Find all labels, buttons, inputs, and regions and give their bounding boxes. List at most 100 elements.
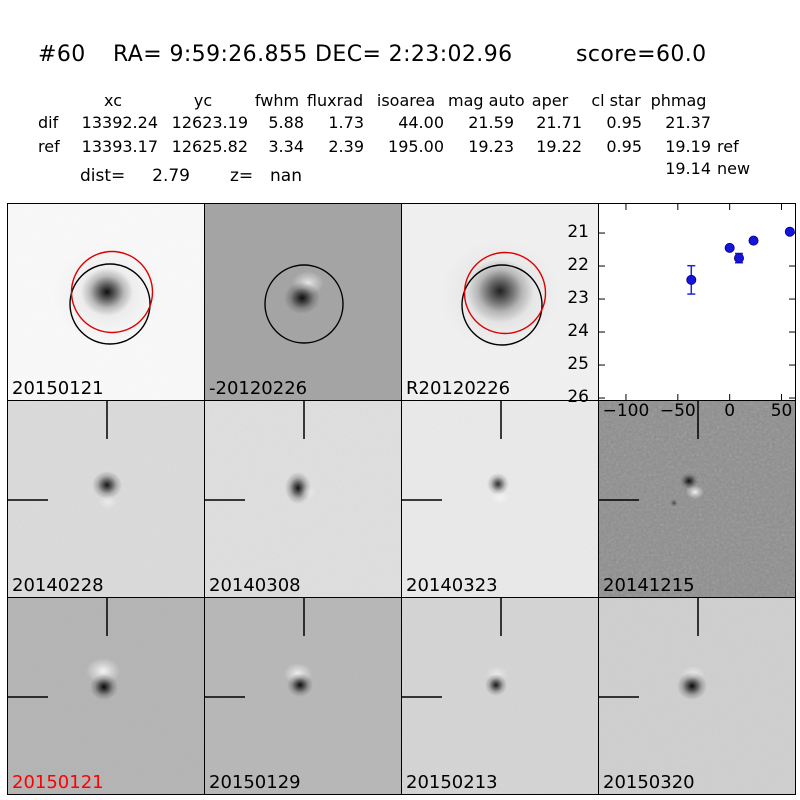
cell-cl-star: 0.95 [606,113,642,132]
cutout-image [599,401,795,597]
cutout-date-label: R20120226 [406,378,511,399]
phmag-new-suffix: new [717,159,751,178]
x-tick-label: 0 [724,401,736,421]
lightcurve-panel: 21 22 23 24 25 26 −100 −50 0 50 [567,203,796,421]
source-blob [90,674,118,700]
source-blob [81,268,133,316]
cutout-date-label: 20150213 [406,772,498,793]
candidate-coordinates: RA= 9:59:26.855 DEC= 2:23:02.96 [113,42,513,67]
cell-fluxrad: 2.39 [328,137,364,156]
dist-value: 2.79 [152,166,190,186]
cutout-panel-20150129: 20150129 [204,597,402,795]
y-tick-label: 21 [567,222,589,243]
source-blob [92,471,122,499]
cutout-panel-20150121: 20150121 [7,203,205,401]
cutout-image [402,401,598,597]
table-row-dif: dif 13392.24 12623.19 5.88 1.73 44.00 21… [0,113,800,133]
cell-aper: 21.71 [536,113,582,132]
x-tick-label: −100 [602,401,650,421]
cell-fwhm: 5.88 [268,113,304,132]
cutout-image [8,401,204,597]
phmag-new-value: 19.14 [665,159,711,178]
cutout-date-label: 20141215 [603,575,695,596]
cutout-panel-20140228: 20140228 [7,400,205,598]
cutout-image [205,204,401,400]
data-point [748,235,759,246]
cutout-image [205,401,401,597]
col-header-phmag: phmag [650,91,707,110]
col-header-fluxrad: fluxrad [306,91,364,110]
aperture-circle-red [463,251,547,335]
table-header-row: xc yc fwhm fluxrad isoarea mag auto aper… [0,91,800,111]
dist-label: dist= [80,166,126,186]
col-header-fwhm: fwhm [254,91,300,110]
cell-aper: 19.22 [536,137,582,156]
row-label: ref [38,137,60,156]
cutout-date-label: 20150129 [209,772,301,793]
cutout-date-label: 20150121 [12,378,104,399]
source-blob [677,672,707,700]
cutout-date-label: 20140308 [209,575,301,596]
y-tick-label: 25 [567,354,589,375]
table-row-ref: ref 13393.17 12625.82 3.34 2.39 195.00 1… [0,137,800,157]
source-blob [680,473,698,489]
residual-light-blob [491,491,509,505]
cutout-date-label: 20150320 [603,772,695,793]
cutout-panel-R20120226: R20120226 [401,203,599,401]
data-point [686,274,697,285]
col-header-xc: xc [104,91,122,110]
cutout-date-label: 20140323 [406,575,498,596]
y-tick-label: 23 [567,288,589,309]
cutout-panel-20140323: 20140323 [401,400,599,598]
residual-light-blob [98,495,118,509]
source-blob [284,282,320,314]
cell-phmag-suffix: ref [717,137,739,156]
cell-mag-auto: 19.23 [468,137,514,156]
col-header-mag-auto: mag auto [448,91,525,110]
col-header-yc: yc [193,91,213,110]
x-tick-label: −50 [659,401,696,421]
cutout-panel-20150213: 20150213 [401,597,599,795]
cutout-image [402,598,598,794]
y-tick-label: 24 [567,321,589,342]
cell-mag-auto: 21.59 [468,113,514,132]
source-blob [466,259,534,323]
source-blob [487,473,509,495]
cell-fwhm: 3.34 [268,137,304,156]
col-header-cl-star: cl star [591,91,641,110]
cell-isoarea: 44.00 [398,113,444,132]
dist-z-row: dist= 2.79 z= nan [0,166,800,188]
residual-light-blob [300,485,318,499]
cutout-image [599,598,795,794]
cutout-panel-20140308: 20140308 [204,400,402,598]
aperture-circle-red [70,250,154,334]
data-point [733,253,744,264]
cell-isoarea: 195.00 [388,137,444,156]
cell-phmag: 19.19 [665,137,711,156]
phmag-extra-row: 19.14 new [0,159,800,179]
candidate-score: score=60.0 [576,42,707,67]
data-point [724,242,735,253]
x-tick-label: 50 [770,401,793,421]
aperture-circle-black [461,264,543,346]
cell-phmag: 21.37 [665,113,711,132]
row-label: dif [38,113,59,132]
aperture-circle-black [69,263,151,345]
cell-xc: 13393.17 [81,137,158,156]
residual-light-blob [686,485,704,499]
cutout-image [402,204,598,400]
cutout-panel-20141215: 20141215 [598,400,796,598]
source-blob [670,499,678,507]
cutout-panel-20150121: 20150121 [7,597,205,795]
col-header-aper: aper [531,91,569,110]
cutout-image [205,598,401,794]
cell-xc: 13392.24 [81,113,158,132]
source-blob [485,674,507,696]
source-blob [287,673,313,697]
aperture-circle-black [264,264,344,344]
data-point [784,226,795,237]
cutout-date-label: 20150121 [12,772,104,793]
cutout-date-label: -20120226 [209,378,308,399]
cutout-panel--20120226: -20120226 [204,203,402,401]
cutout-panel-20150320: 20150320 [598,597,796,795]
